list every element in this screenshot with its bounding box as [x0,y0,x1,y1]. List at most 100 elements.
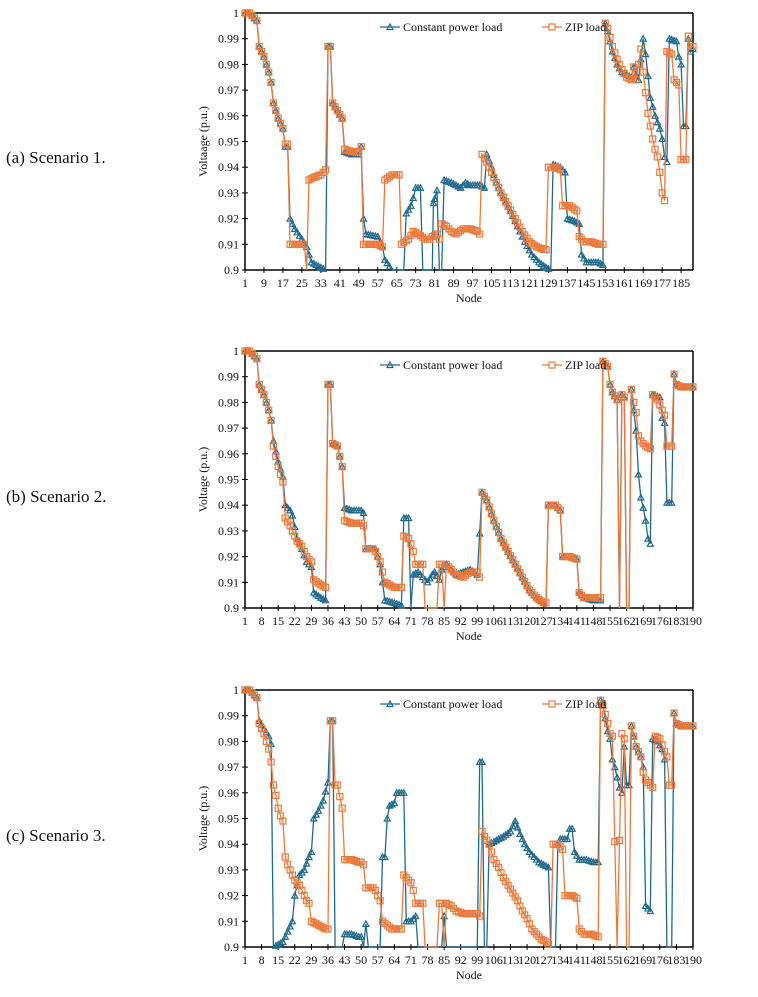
x-tick-label: 65 [391,276,403,290]
y-tick-label: 0.98 [218,57,239,71]
data-point-constant-power [307,562,316,570]
data-point-zip [556,166,564,174]
data-point-constant-power [677,60,686,68]
data-point-zip [637,45,645,53]
data-point-constant-power [639,34,648,42]
x-tick-label: 106 [485,614,503,628]
data-point-zip [646,445,654,453]
data-point-zip [487,510,496,518]
data-point-zip [497,189,505,197]
data-point-zip [511,893,519,901]
y-tick-label: 0.92 [218,212,239,226]
data-point-zip [476,573,484,581]
data-point-zip [255,719,263,728]
data-point-constant-power [504,828,513,837]
x-tick-label: 36 [322,953,334,967]
data-point-zip [573,555,581,563]
data-point-constant-power [390,798,399,807]
x-tick-label: 99 [471,614,483,628]
data-point-zip [255,42,263,51]
data-point-zip [383,921,391,929]
data-point-zip [660,411,669,419]
data-point-zip [255,380,263,389]
x-tick-label: 113 [502,614,520,628]
data-point-constant-power [577,250,586,258]
legend-label-constant-power: Constant power load [403,358,502,372]
x-tick-label: 127 [535,953,553,967]
x-tick-label: 50 [355,614,367,628]
data-point-zip [497,535,505,543]
data-point-constant-power [527,850,536,858]
data-point-zip [262,60,270,69]
data-point-zip [646,122,654,130]
data-point-zip [279,817,287,825]
data-point-constant-power [435,575,444,583]
data-point-constant-power [606,734,615,742]
data-point-zip [376,558,384,566]
y-tick-label: 0.98 [218,395,239,409]
y-tick-label: 0.91 [218,914,239,928]
data-point-zip [409,886,417,895]
x-tick-label: 162 [618,614,636,628]
data-point-constant-power [414,567,423,576]
x-tick-label: 92 [455,953,467,967]
x-tick-label: 169 [634,276,652,290]
y-tick-label: 0.9 [224,601,239,615]
data-point-zip [487,848,496,856]
x-tick-label: 99 [471,953,483,967]
data-point-zip [279,125,287,133]
scenario-1-label: (a) Scenario 1. [6,148,106,167]
y-tick-label: 0.97 [218,760,239,774]
data-point-constant-power [319,264,328,272]
data-point-zip [504,547,512,556]
y-tick-label: 0.95 [218,473,239,487]
data-point-constant-power [286,506,295,514]
data-point-zip [340,145,349,153]
data-point-zip [466,225,474,233]
data-point-zip [468,226,477,234]
data-point-zip [338,804,346,812]
data-point-constant-power [641,49,650,58]
data-point-constant-power [674,52,683,60]
data-point-zip [291,532,299,540]
data-point-zip [670,370,678,378]
data-point-zip [604,719,612,728]
data-point-constant-power [283,503,292,511]
data-point-constant-power [300,865,309,873]
data-point-zip [452,570,460,579]
data-point-zip [269,99,278,107]
x-tick-label: 8 [259,614,265,628]
x-tick-label: 97 [467,276,479,290]
data-point-zip [326,380,334,389]
data-point-zip [269,781,278,789]
data-point-constant-power [361,919,370,927]
y-tick-label: 0.92 [218,550,239,564]
y-tick-label: 0.95 [218,812,239,826]
data-point-constant-power [501,830,510,838]
data-point-zip [284,518,292,526]
x-tick-label: 121 [520,276,538,290]
data-point-zip [502,197,510,206]
data-point-zip [675,81,683,89]
data-point-zip [274,114,282,122]
data-point-constant-power [613,773,622,781]
data-point-zip [307,558,315,566]
legend: Constant power load ZIP load [380,20,606,34]
data-point-zip [378,568,387,576]
data-point-constant-power [639,503,648,511]
data-point-zip [587,930,595,938]
x-tick-label: 41 [334,276,346,290]
x-tick-label: 73 [410,276,422,290]
y-tick-label: 0.97 [218,421,239,435]
y-axis-label: Voltage (p.u.) [196,447,210,512]
data-point-zip [668,442,676,450]
data-point-zip [620,393,628,401]
data-point-zip [495,863,503,871]
data-point-zip [378,917,387,925]
x-axis-label: Node [456,629,482,643]
legend-square-icon [548,700,556,708]
y-tick-label: 0.96 [218,109,239,123]
x-tick-label: 120 [518,614,536,628]
data-point-zip [653,396,662,404]
data-point-constant-power [658,413,667,421]
